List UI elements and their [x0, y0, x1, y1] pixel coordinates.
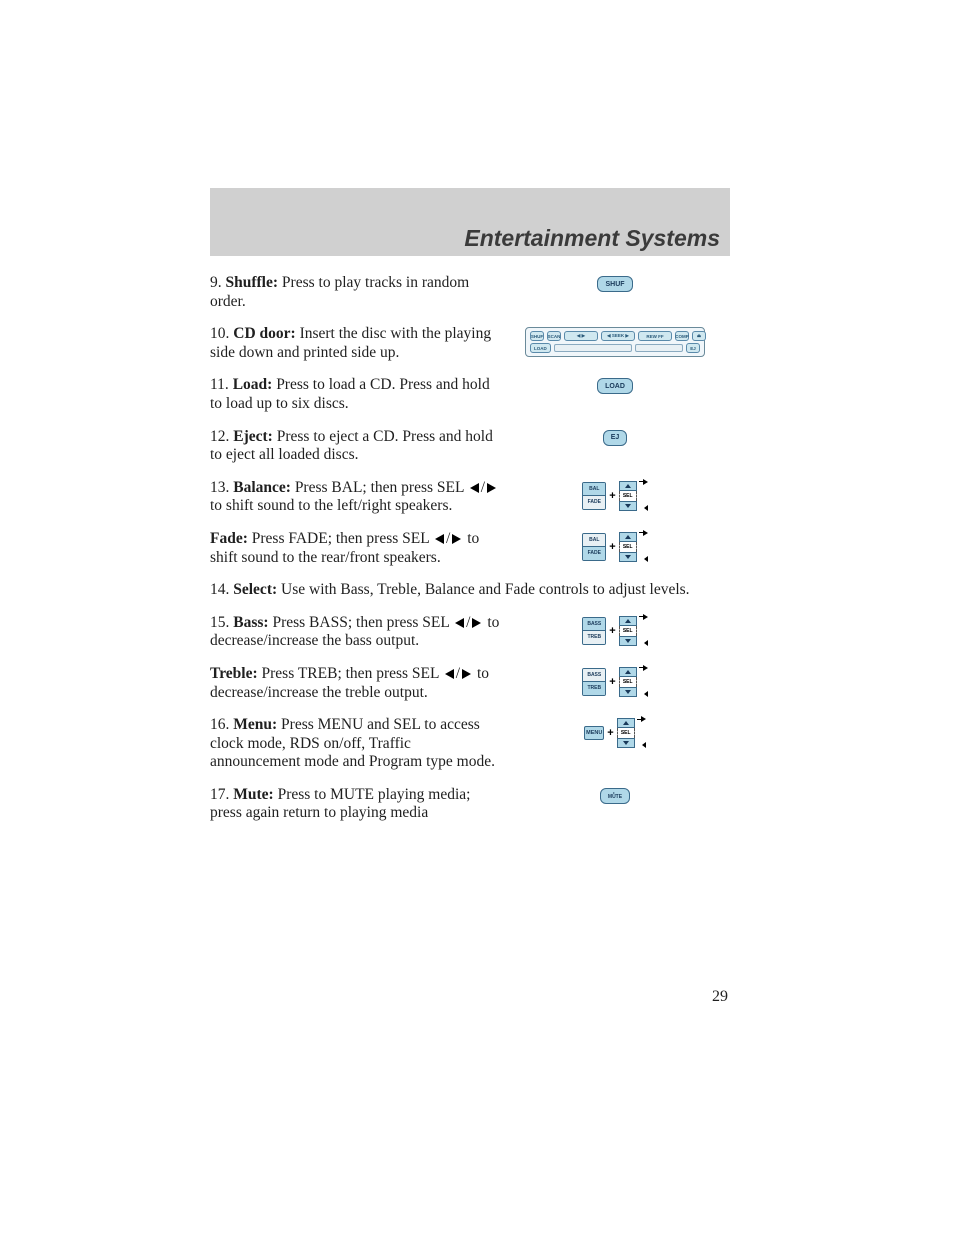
entry-6: 14. Select: Use with Bass, Treble, Balan… [210, 581, 730, 600]
right-arrow-icon [472, 618, 481, 628]
entry-10: 17. Mute: Press to MUTE playing media; p… [210, 786, 730, 823]
mute-button-icon: MUTE [600, 788, 630, 804]
bal-button-icon: BALFADE [582, 482, 606, 510]
left-arrow-icon [435, 534, 444, 544]
strip-button: REW FF [638, 331, 672, 341]
menu-button-icon: MENU [584, 726, 604, 740]
entry-text: Treble: Press TREB; then press SEL / to … [210, 665, 500, 702]
sel-button-icon: SEL [619, 481, 637, 511]
entry-text: 11. Load: Press to load a CD. Press and … [210, 376, 500, 413]
entry-illustration: LOAD [500, 376, 730, 394]
entry-text: Fade: Press FADE; then press SEL / to sh… [210, 530, 500, 567]
entry-illustration: SHUFSCAN◀ ▶◀ SEEK ▶REW FFCOMP⏏ LOAD EJ [500, 325, 730, 357]
entry-text: 16. Menu: Press MENU and SEL to access c… [210, 716, 500, 772]
fade-button-icon: BALFADE [582, 533, 606, 561]
strip-button: ⏏ [692, 331, 706, 341]
left-arrow-icon [455, 618, 464, 628]
entry-3: 12. Eject: Press to eject a CD. Press an… [210, 428, 730, 465]
cd-radio-strip-icon: SHUFSCAN◀ ▶◀ SEEK ▶REW FFCOMP⏏ LOAD EJ [525, 327, 705, 357]
entry-0: 9. Shuffle: Press to play tracks in rand… [210, 274, 730, 311]
entry-illustration: BALFADE+ SEL [500, 530, 730, 562]
entry-1: 10. CD door: Insert the disc with the pl… [210, 325, 730, 362]
entry-text: 13. Balance: Press BAL; then press SEL /… [210, 479, 500, 516]
sel-button-icon: SEL [619, 532, 637, 562]
right-arrow-icon [487, 483, 496, 493]
sel-button-icon: SEL [617, 718, 635, 748]
left-arrow-icon [445, 669, 454, 679]
strip-button: EJ [686, 343, 700, 353]
plus-icon: + [609, 676, 615, 688]
plus-icon: + [609, 625, 615, 637]
entry-text: 17. Mute: Press to MUTE playing media; p… [210, 786, 500, 823]
entry-text: 12. Eject: Press to eject a CD. Press an… [210, 428, 500, 465]
page-number: 29 [712, 988, 728, 1006]
entry-text: 9. Shuffle: Press to play tracks in rand… [210, 274, 500, 311]
entry-illustration: MENU+ SEL [500, 716, 730, 748]
entry-2: 11. Load: Press to load a CD. Press and … [210, 376, 730, 413]
sel-button-icon: SEL [619, 667, 637, 697]
arrow-hint-icon [639, 481, 648, 511]
entry-illustration: BASSTREB+ SEL [500, 665, 730, 697]
entry-4: 13. Balance: Press BAL; then press SEL /… [210, 479, 730, 516]
arrow-hint-icon [639, 616, 648, 646]
right-arrow-icon [452, 534, 461, 544]
eject-button-icon: EJ [603, 430, 628, 446]
entry-illustration: EJ [500, 428, 730, 446]
plus-icon: + [609, 541, 615, 553]
strip-button: ◀ ▶ [564, 331, 598, 341]
shuf-button-icon: SHUF [597, 276, 632, 292]
treb-button-icon: BASSTREB [582, 668, 606, 696]
entry-illustration: BASSTREB+ SEL [500, 614, 730, 646]
header-title: Entertainment Systems [464, 225, 720, 252]
strip-button: COMP [675, 331, 689, 341]
arrow-hint-icon [639, 532, 648, 562]
load-button-icon: LOAD [597, 378, 633, 394]
entry-illustration: BALFADE+ SEL [500, 479, 730, 511]
entry-illustration: MUTE [500, 786, 730, 804]
plus-icon: + [609, 490, 615, 502]
content-region: 9. Shuffle: Press to play tracks in rand… [210, 274, 730, 837]
strip-cd-slot [635, 344, 683, 352]
entry-text: 14. Select: Use with Bass, Treble, Balan… [210, 581, 730, 600]
strip-display [554, 344, 632, 352]
strip-button: SHUF [530, 331, 544, 341]
entry-text: 15. Bass: Press BASS; then press SEL / t… [210, 614, 500, 651]
entry-illustration: SHUF [500, 274, 730, 292]
entry-7: 15. Bass: Press BASS; then press SEL / t… [210, 614, 730, 651]
plus-icon: + [607, 727, 613, 739]
sel-button-icon: SEL [619, 616, 637, 646]
entry-9: 16. Menu: Press MENU and SEL to access c… [210, 716, 730, 772]
strip-button: ◀ SEEK ▶ [601, 331, 635, 341]
right-arrow-icon [462, 669, 471, 679]
left-arrow-icon [470, 483, 479, 493]
strip-button: SCAN [547, 331, 561, 341]
entry-text: 10. CD door: Insert the disc with the pl… [210, 325, 500, 362]
entry-5: Fade: Press FADE; then press SEL / to sh… [210, 530, 730, 567]
arrow-hint-icon [639, 667, 648, 697]
arrow-hint-icon [637, 718, 646, 748]
entry-8: Treble: Press TREB; then press SEL / to … [210, 665, 730, 702]
bass-button-icon: BASSTREB [582, 617, 606, 645]
strip-button: LOAD [530, 343, 551, 353]
header-bar: Entertainment Systems [210, 188, 730, 256]
